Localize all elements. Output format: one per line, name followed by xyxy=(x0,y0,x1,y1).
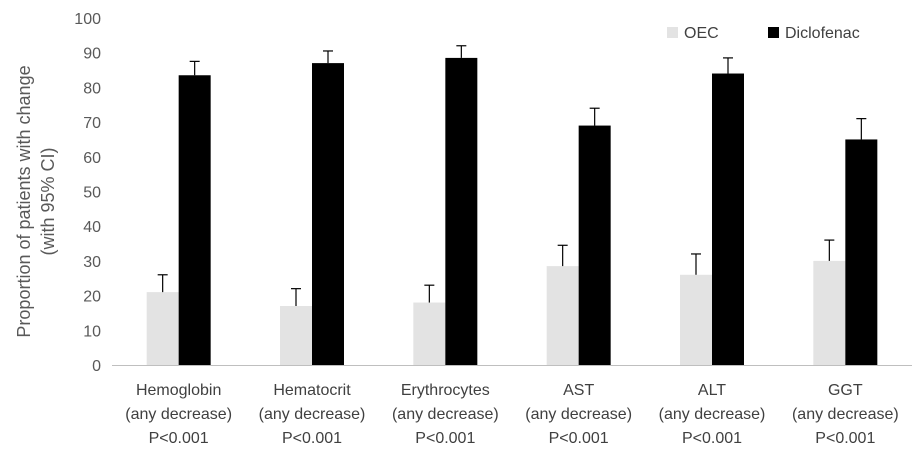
y-tick-label: 90 xyxy=(83,46,101,63)
y-tick-label: 10 xyxy=(83,323,101,340)
bar-oec xyxy=(146,292,179,365)
y-tick-label: 80 xyxy=(83,80,101,97)
x-category-label: AST (any decrease) P<0.001 xyxy=(525,382,632,447)
x-category-label: ALT (any decrease) P<0.001 xyxy=(659,382,766,447)
y-axis-ticks: 0 10 20 30 40 50 60 70 80 90 100 xyxy=(74,11,101,375)
bar-diclofenac xyxy=(845,139,878,365)
bar-diclofenac xyxy=(312,63,344,366)
y-tick-label: 40 xyxy=(83,219,101,236)
y-tick-label: 30 xyxy=(83,254,101,271)
bars xyxy=(146,45,878,366)
x-category-label: Erythrocytes (any decrease) P<0.001 xyxy=(392,382,499,447)
y-tick-label: 50 xyxy=(83,185,101,202)
x-category-label: GGT (any decrease) P<0.001 xyxy=(792,382,899,447)
bar-diclofenac xyxy=(712,73,744,366)
y-tick-label: 60 xyxy=(83,150,101,167)
bar-diclofenac xyxy=(178,75,211,365)
y-tick-label: 70 xyxy=(83,115,101,132)
legend: OEC Diclofenac xyxy=(667,25,860,42)
bar-diclofenac xyxy=(578,125,611,365)
legend-label: Diclofenac xyxy=(785,25,860,42)
y-tick-label: 100 xyxy=(74,11,101,28)
x-category-label: Hemoglobin (any decrease) P<0.001 xyxy=(125,382,232,447)
bar-oec xyxy=(413,302,446,365)
x-category-label: Hematocrit (any decrease) P<0.001 xyxy=(259,382,366,447)
y-tick-label: 20 xyxy=(83,289,101,306)
bar-oec xyxy=(280,306,312,365)
legend-swatch xyxy=(667,27,678,38)
y-axis-title: Proportion of patients with change (with … xyxy=(14,65,58,337)
legend-label: OEC xyxy=(684,25,719,42)
legend-swatch xyxy=(768,27,779,38)
bar-oec xyxy=(546,266,579,365)
x-axis-category-labels: Hemoglobin (any decrease) P<0.001 Hematocri… xyxy=(125,382,898,447)
y-axis-title-line: Proportion of patients with change xyxy=(14,65,34,337)
bar-oec xyxy=(813,260,846,365)
bar-oec xyxy=(680,274,712,365)
bar-diclofenac xyxy=(445,57,478,365)
y-axis-title-line: (with 95% CI) xyxy=(38,147,58,255)
y-tick-label: 0 xyxy=(92,358,101,375)
